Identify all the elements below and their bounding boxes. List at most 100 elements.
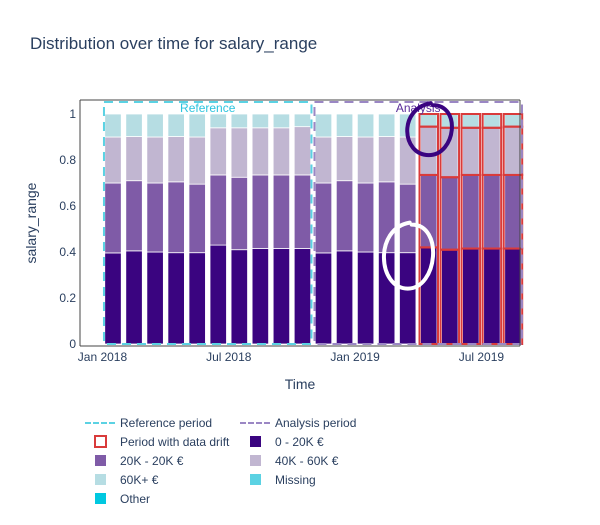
legend-item-analysis-period[interactable]: Analysis period xyxy=(240,413,356,432)
color-swatch-icon xyxy=(249,474,261,485)
bar-segment xyxy=(462,113,480,129)
x-tick-label: Jan 2019 xyxy=(330,350,380,364)
bar-segment xyxy=(209,174,227,246)
x-tick-label: Jan 2018 xyxy=(78,350,128,364)
outline-square-icon xyxy=(93,435,107,448)
bar-segment xyxy=(188,136,206,185)
bar-segment xyxy=(483,113,501,129)
bar-segment xyxy=(125,113,143,137)
color-swatch-icon xyxy=(249,455,261,466)
axes-layer: 0 0.2 0.4 0.6 0.8 1 Jan 2018 Jul 2018 Jan 2019 Ju… xyxy=(23,99,521,392)
legend-label: 60K+ € xyxy=(120,472,159,487)
bar-segment xyxy=(377,136,396,183)
color-swatch-icon xyxy=(94,455,106,466)
legend-item-20k-20k[interactable]: 20K - 20K € xyxy=(85,451,183,470)
color-swatch-icon xyxy=(249,436,261,447)
legend-item-data-drift[interactable]: Period with data drift xyxy=(85,432,229,451)
bar-segment xyxy=(504,248,522,345)
bar-segment xyxy=(462,127,480,176)
bar-segment xyxy=(399,183,417,254)
bar-segment xyxy=(272,127,291,176)
drift-outline xyxy=(460,113,482,129)
bar-segment xyxy=(104,136,122,184)
dash-line-icon xyxy=(240,421,270,424)
bar-segment xyxy=(209,113,227,129)
bar-segment xyxy=(167,113,185,137)
bar-segment xyxy=(314,136,333,184)
y-tick-label: 0 xyxy=(69,337,76,351)
legend-item-other[interactable]: Other xyxy=(85,489,150,508)
bar-segment xyxy=(420,113,438,128)
bar-segment xyxy=(293,126,312,176)
y-tick-label: 1 xyxy=(69,107,76,121)
bar-segment xyxy=(146,113,164,138)
annotations-layer xyxy=(381,101,454,291)
bar-segment xyxy=(441,176,459,251)
bar-segment xyxy=(230,249,248,345)
bar-segment xyxy=(146,251,164,345)
legend-item-40k-60k[interactable]: 40K - 60K € xyxy=(240,451,338,470)
legend-item-60k-plus[interactable]: 60K+ € xyxy=(85,470,158,489)
bar-segment xyxy=(209,127,227,176)
bar-segment xyxy=(230,127,248,178)
bar-segment xyxy=(125,136,143,182)
bar-segment xyxy=(504,126,522,176)
bar-segment xyxy=(420,126,438,176)
bar-segment xyxy=(251,127,270,176)
bar-segment xyxy=(462,248,480,345)
bar-segment xyxy=(272,248,291,345)
legend-label: Analysis period xyxy=(275,415,357,430)
bar-segment xyxy=(335,250,354,345)
bar-segment xyxy=(188,183,206,254)
x-axis-title: Time xyxy=(285,376,316,392)
bar-segment xyxy=(293,174,312,249)
legend-label: Reference period xyxy=(120,415,213,430)
bar-segment xyxy=(209,244,227,345)
bar-segment xyxy=(272,113,291,129)
bar-segment xyxy=(399,252,417,345)
bar-segment xyxy=(356,113,375,138)
legend-item-0-20k[interactable]: 0 - 20K € xyxy=(240,432,324,451)
bar-segment xyxy=(230,113,248,129)
legend-item-reference-period[interactable]: Reference period xyxy=(85,413,212,432)
bar-segment xyxy=(420,246,438,345)
bars-layer xyxy=(104,113,524,345)
bar-segment xyxy=(125,180,143,252)
chart-title: Distribution over time for salary_range xyxy=(30,34,318,53)
color-swatch-icon xyxy=(94,474,106,485)
bar-segment xyxy=(272,174,291,249)
bar-segment xyxy=(293,248,312,345)
bar-segment xyxy=(167,181,185,254)
bar-segment xyxy=(188,113,206,138)
bar-segment xyxy=(356,136,375,184)
bar-segment xyxy=(314,182,333,254)
bar-segment xyxy=(104,113,122,138)
bar-segment xyxy=(251,248,270,345)
bar-segment xyxy=(104,252,122,345)
color-swatch-icon xyxy=(94,493,106,504)
y-axis-title: salary_range xyxy=(23,182,39,263)
bar-segment xyxy=(335,113,354,137)
freehand-circle-annotation xyxy=(405,101,454,158)
dash-line-icon xyxy=(85,421,115,424)
x-tick-label: Jul 2019 xyxy=(459,350,505,364)
legend-label: Missing xyxy=(275,472,316,487)
bar-segment xyxy=(356,182,375,253)
y-tick-label: 0.4 xyxy=(59,245,76,259)
drift-outline xyxy=(481,113,503,129)
bar-segment xyxy=(146,182,164,253)
period-label: Reference xyxy=(180,101,236,115)
legend-item-missing[interactable]: Missing xyxy=(240,470,316,489)
legend-label: 20K - 20K € xyxy=(120,453,184,468)
bar-segment xyxy=(230,176,248,251)
bar-segment xyxy=(251,174,270,249)
bar-segment xyxy=(167,136,185,183)
legend-label: 40K - 60K € xyxy=(275,453,339,468)
x-tick-label: Jul 2018 xyxy=(206,350,252,364)
drift-outline xyxy=(418,113,439,128)
bar-segment xyxy=(188,252,206,345)
bar-segment xyxy=(125,250,143,345)
bar-segment xyxy=(483,174,501,249)
bar-segment xyxy=(483,127,501,176)
